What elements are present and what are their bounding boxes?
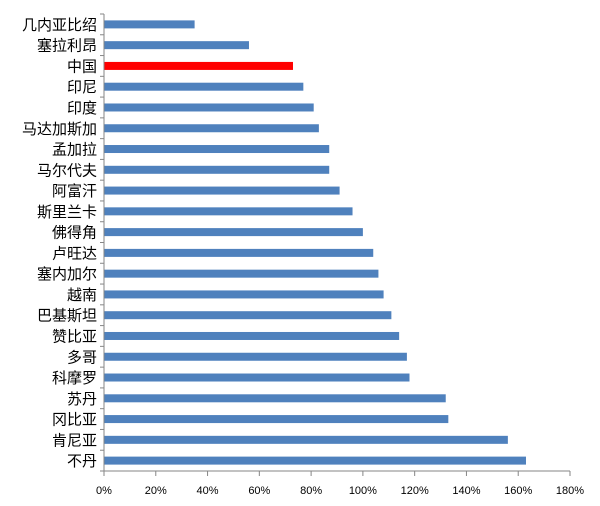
category-label: 赞比亚 [52,327,97,345]
bar-10 [104,207,353,216]
category-label: 印度 [67,99,97,117]
x-tick-label: 140% [452,485,480,497]
category-label: 塞拉利昂 [37,37,97,55]
category-label: 多哥 [67,348,97,366]
bar-22 [104,456,526,465]
category-label: 中国 [67,57,97,75]
bar-8 [104,165,330,174]
category-label: 肯尼亚 [52,431,97,449]
bar-highlighted [104,61,293,70]
bar-21 [104,435,508,444]
bar-19 [104,394,446,403]
x-tick-label: 20% [145,485,167,497]
bar-11 [104,228,363,237]
x-tick-labels: 0% 20% 40% 60% 80% 100% 120% 140% 160% 180% [96,485,584,497]
bar-13 [104,269,379,278]
category-label: 巴基斯坦 [37,307,97,325]
bar-17 [104,352,407,361]
x-tick-label: 160% [504,485,532,497]
x-tick-label: 100% [349,485,377,497]
category-label: 印尼 [67,78,97,96]
x-axis-ticks [103,471,571,476]
category-label: 越南 [67,286,97,304]
category-labels: 几内亚比绍塞拉利昂中国印尼印度马达加斯加孟加拉马尔代夫阿富汗斯里兰卡佛得角卢旺达… [22,16,97,470]
category-label: 卢旺达 [52,244,97,262]
category-label: 不丹 [67,452,97,470]
category-label: 孟加拉 [52,141,97,159]
category-label: 斯里兰卡 [37,203,97,221]
bar-9 [104,186,340,195]
x-tick-label: 60% [248,485,270,497]
bar-14 [104,290,384,299]
x-tick-label: 120% [401,485,429,497]
category-label: 马尔代夫 [37,161,97,179]
bar-1 [104,20,195,29]
bar-12 [104,248,374,257]
bar-16 [104,331,400,340]
category-label: 科摩罗 [52,369,97,387]
x-tick-label: 80% [300,485,322,497]
category-label: 阿富汗 [52,182,97,200]
bar-4 [104,82,304,91]
bar-2 [104,41,249,50]
category-label: 冈比亚 [52,411,97,429]
bar-6 [104,124,319,133]
x-tick-label: 0% [96,485,112,497]
bar-5 [104,103,314,112]
bars-group [104,20,526,465]
plot-area [100,13,571,476]
category-label: 佛得角 [52,224,97,242]
bar-20 [104,415,449,424]
bar-15 [104,311,392,320]
y-axis-ticks [100,13,104,472]
category-label: 苏丹 [67,390,97,408]
bar-18 [104,373,410,382]
x-tick-label: 180% [556,485,584,497]
x-tick-label: 40% [197,485,219,497]
category-label: 塞内加尔 [37,265,97,283]
category-label: 几内亚比绍 [22,16,97,34]
category-label: 马达加斯加 [22,120,97,138]
bar-7 [104,145,330,154]
